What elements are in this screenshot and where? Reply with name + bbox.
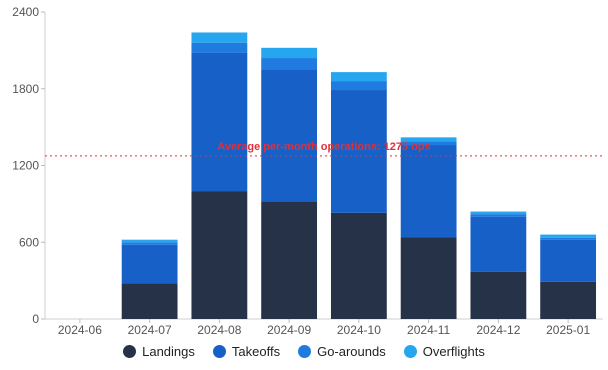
bar-overflights-2024-10 [330,72,387,82]
bar-takeoffs-2024-08 [191,52,248,192]
legend: Landings Takeoffs Go-arounds Overflights [0,344,608,359]
y-tick-label: 1800 [12,82,39,96]
bar-takeoffs-2024-11 [400,145,457,238]
bar-takeoffs-2024-12 [470,216,527,272]
bar-go-arounds-2024-09 [261,58,318,70]
legend-swatch [298,345,312,358]
y-tick-label: 600 [19,235,39,249]
y-axis: 0 600 1200 1800 2400 [12,5,46,326]
bar-go-arounds-2024-12 [470,214,527,217]
bar-takeoffs-2024-09 [261,69,318,202]
legend-label: Go-arounds [317,344,386,359]
legend-label: Takeoffs [231,344,281,359]
bar-landings-2024-11 [400,237,457,319]
bar-takeoffs-2024-10 [330,90,387,213]
bar-overflights-2024-07 [121,239,178,243]
bar-landings-2024-07 [121,283,178,319]
bar-go-arounds-2024-10 [330,81,387,91]
bar-go-arounds-2024-07 [121,242,178,245]
x-tick-label: 2024-07 [128,323,172,337]
y-tick-label: 1200 [12,159,39,173]
x-tick-label: 2024-08 [197,323,241,337]
bar-landings-2024-10 [330,212,387,319]
bar-landings-2024-12 [470,271,527,319]
bar-overflights-2024-11 [400,137,457,142]
average-reference-label: Average per-month operations: 1275 ops [217,141,431,153]
legend-swatch [212,345,226,358]
bars [121,32,597,319]
legend-label: Landings [142,344,195,359]
x-tick-label: 2024-10 [337,323,381,337]
bar-landings-2024-09 [261,201,318,319]
bar-takeoffs-2024-07 [121,244,178,284]
bar-overflights-2024-12 [470,211,527,215]
bar-overflights-2024-09 [261,47,318,59]
reference-line-group: Average per-month operations: 1275 ops [45,141,603,157]
legend-item-landings[interactable]: Landings [123,344,195,359]
bar-go-arounds-2024-11 [400,141,457,146]
legend-item-go-arounds[interactable]: Go-arounds [298,344,386,359]
legend-label: Overflights [422,344,485,359]
bar-overflights-2024-08 [191,32,248,43]
bar-landings-2025-01 [540,281,597,319]
y-tick-label: 2400 [12,5,39,19]
bar-overflights-2025-01 [540,234,597,238]
y-tick-label: 0 [32,312,39,326]
legend-swatch [123,345,137,358]
legend-swatch [403,345,417,358]
x-tick-label: 2025-01 [546,323,590,337]
bar-go-arounds-2024-08 [191,42,248,53]
legend-item-overflights[interactable]: Overflights [403,344,485,359]
x-axis: 2024-06 2024-07 2024-08 2024-09 2024-10 2024-… [45,318,603,337]
x-tick-label: 2024-06 [58,323,102,337]
legend-item-takeoffs[interactable]: Takeoffs [212,344,281,359]
bar-go-arounds-2025-01 [540,237,597,240]
x-tick-label: 2024-12 [476,323,520,337]
bar-landings-2024-08 [191,191,248,319]
x-tick-label: 2024-11 [407,323,450,337]
x-tick-label: 2024-09 [267,323,311,337]
bar-takeoffs-2025-01 [540,239,597,282]
